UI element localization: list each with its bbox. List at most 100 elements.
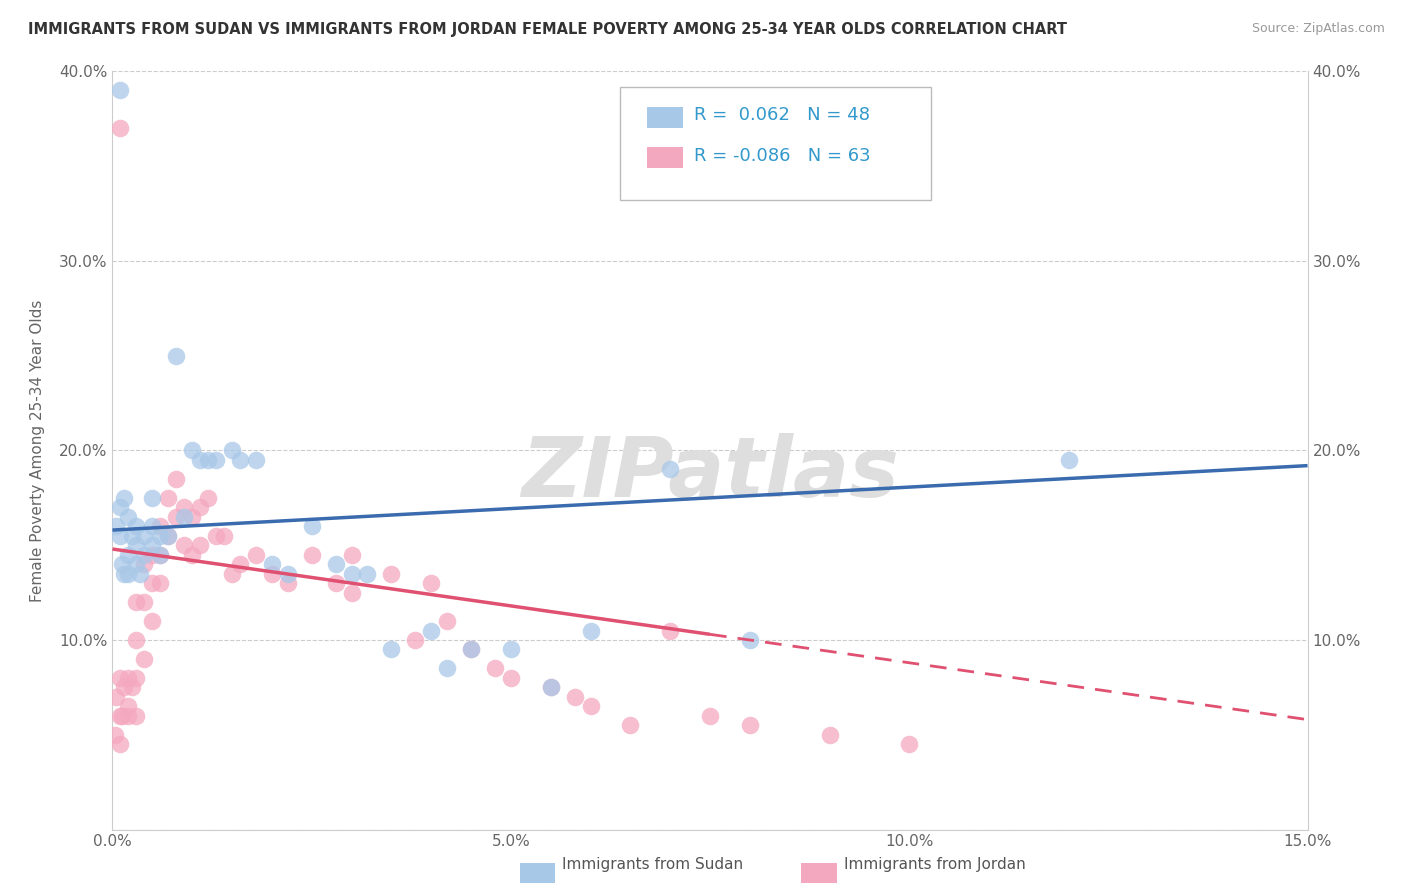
Point — [129, 566, 152, 581]
Point — [117, 671, 139, 685]
Point — [110, 671, 132, 685]
Point — [117, 509, 139, 524]
Point — [125, 708, 148, 723]
Text: R =  0.062   N = 48: R = 0.062 N = 48 — [695, 106, 870, 124]
Point — [165, 349, 187, 363]
Point — [1057, 453, 1080, 467]
Point — [301, 548, 323, 562]
Point — [134, 529, 156, 543]
Point — [260, 557, 283, 572]
Point — [165, 472, 187, 486]
Point — [134, 548, 156, 562]
Text: ZIPatlas: ZIPatlas — [522, 433, 898, 514]
Point — [110, 529, 132, 543]
Point — [325, 576, 347, 591]
Point — [141, 491, 163, 505]
Point — [579, 699, 602, 714]
Point — [110, 83, 132, 97]
Point — [540, 681, 562, 695]
Point — [540, 681, 562, 695]
Point — [205, 453, 228, 467]
Point — [117, 548, 139, 562]
Point — [105, 519, 128, 533]
Point — [125, 519, 148, 533]
Point — [134, 557, 156, 572]
Point — [436, 661, 458, 675]
Point — [197, 491, 219, 505]
Point — [121, 529, 143, 543]
Point — [738, 718, 761, 732]
Point — [277, 566, 299, 581]
Point — [110, 121, 132, 136]
Point — [260, 566, 283, 581]
Point — [141, 548, 163, 562]
Point — [141, 576, 163, 591]
FancyBboxPatch shape — [647, 147, 682, 169]
Point — [121, 681, 143, 695]
Point — [173, 509, 195, 524]
Point — [149, 548, 172, 562]
Point — [134, 652, 156, 666]
Point — [197, 453, 219, 467]
Point — [114, 491, 135, 505]
Point — [149, 519, 172, 533]
Point — [699, 708, 721, 723]
Point — [117, 699, 139, 714]
Point — [125, 633, 148, 648]
Point — [484, 661, 506, 675]
Point — [105, 690, 128, 704]
Point — [205, 529, 228, 543]
Point — [340, 548, 363, 562]
Point — [125, 538, 148, 552]
Point — [212, 529, 235, 543]
FancyBboxPatch shape — [620, 87, 931, 201]
Point — [181, 548, 204, 562]
Point — [117, 708, 139, 723]
Point — [110, 737, 132, 751]
Point — [181, 509, 204, 524]
Point — [111, 557, 134, 572]
Point — [898, 737, 921, 751]
Point — [149, 548, 172, 562]
Point — [229, 557, 252, 572]
Point — [659, 624, 682, 638]
Point — [125, 671, 148, 685]
Point — [114, 566, 135, 581]
Point — [340, 585, 363, 599]
Text: Source: ZipAtlas.com: Source: ZipAtlas.com — [1251, 22, 1385, 36]
Point — [738, 633, 761, 648]
Point — [157, 529, 180, 543]
Point — [420, 576, 443, 591]
Point — [404, 633, 426, 648]
Point — [157, 529, 180, 543]
Point — [818, 728, 841, 742]
Text: R = -0.086   N = 63: R = -0.086 N = 63 — [695, 147, 872, 165]
Point — [340, 566, 363, 581]
Point — [436, 614, 458, 628]
Point — [114, 681, 135, 695]
Point — [380, 642, 402, 657]
Point — [277, 576, 299, 591]
Point — [659, 462, 682, 476]
Point — [188, 453, 211, 467]
Point — [149, 529, 172, 543]
Point — [499, 642, 522, 657]
Point — [110, 708, 132, 723]
Point — [221, 566, 243, 581]
Text: IMMIGRANTS FROM SUDAN VS IMMIGRANTS FROM JORDAN FEMALE POVERTY AMONG 25-34 YEAR : IMMIGRANTS FROM SUDAN VS IMMIGRANTS FROM… — [28, 22, 1067, 37]
Point — [141, 519, 163, 533]
Point — [149, 576, 172, 591]
Point — [117, 566, 139, 581]
Point — [229, 453, 252, 467]
Point — [157, 491, 180, 505]
Point — [356, 566, 378, 581]
Point — [181, 443, 204, 458]
Point — [134, 595, 156, 609]
Point — [188, 500, 211, 515]
Text: Immigrants from Jordan: Immigrants from Jordan — [844, 857, 1025, 872]
Point — [188, 538, 211, 552]
Point — [420, 624, 443, 638]
Point — [173, 538, 195, 552]
Point — [104, 728, 127, 742]
Point — [380, 566, 402, 581]
